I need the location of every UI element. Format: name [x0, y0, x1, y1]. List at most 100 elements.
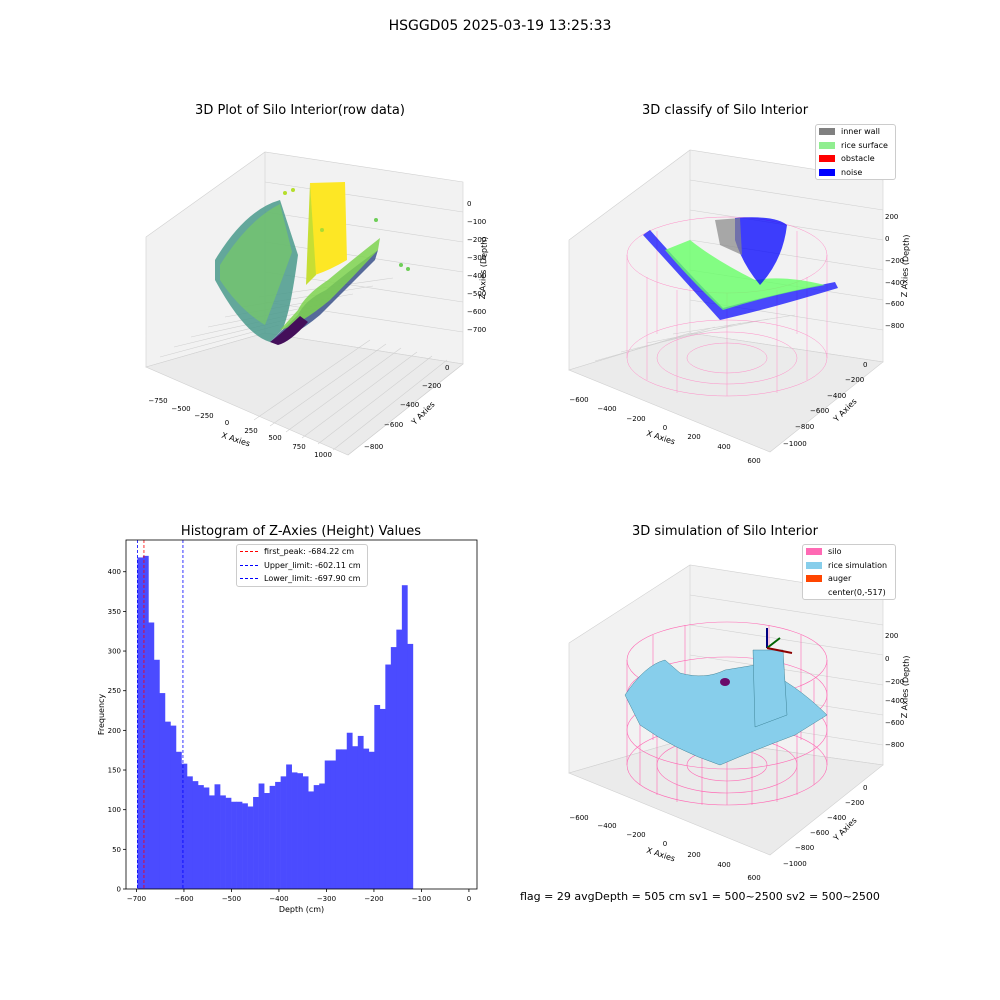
classify-ytick: −1000	[783, 440, 807, 448]
legend-item-center: center(0,-517)	[803, 586, 895, 600]
simulation-rice-surface	[624, 649, 828, 766]
simulation-ztick: 200	[885, 632, 898, 640]
legend-swatch	[806, 561, 822, 569]
simulation-legend: silo rice simulation auger center(0,-517…	[802, 544, 896, 600]
y-tick-label: 200	[108, 727, 121, 735]
classify-ztick: −600	[885, 300, 904, 308]
histogram-bar	[220, 795, 226, 889]
histogram-bar	[137, 557, 144, 889]
legend-item-inner-wall: inner wall	[816, 125, 895, 139]
histogram-bar	[148, 622, 155, 889]
classify-ztick: 0	[885, 235, 889, 243]
simulation-ztick: 0	[885, 655, 889, 663]
classify-ytick: −800	[795, 423, 814, 431]
classify-legend: inner wall rice surface obstacle noise	[815, 124, 896, 180]
classify-ylabel: Y Axies	[831, 397, 859, 425]
histogram-bar	[253, 796, 259, 889]
simulation-xlabel: X Axies	[645, 846, 676, 864]
raw-xtick: 1000	[314, 451, 332, 459]
histogram-bar	[324, 760, 331, 889]
histogram-bar	[357, 735, 364, 889]
status-footer: flag = 29 avgDepth = 505 cm sv1 = 500~25…	[520, 890, 880, 903]
legend-swatch	[819, 155, 835, 163]
raw-zlabel: Z Axies (Depth)	[478, 236, 489, 299]
x-tick-label: −600	[174, 895, 193, 903]
histogram-bar	[258, 783, 265, 889]
classify-xlabel: X Axies	[645, 429, 676, 447]
histogram-bar	[269, 785, 276, 889]
histogram-bar	[247, 806, 254, 889]
classify-xtick: 0	[663, 424, 667, 432]
legend-line	[240, 551, 258, 553]
classify-ztick: 200	[885, 213, 898, 221]
legend-swatch	[806, 589, 822, 596]
raw-xtick: 0	[225, 419, 229, 427]
simulation-zlabel: Z Axies (Depth)	[900, 655, 911, 718]
legend-item-noise: noise	[816, 166, 895, 180]
classify-ytick: 0	[863, 361, 867, 369]
raw-point-cloud	[215, 182, 410, 345]
legend-item-lower-limit: Lower_limit: -697.90 cm	[237, 572, 367, 586]
histogram-bar	[341, 749, 348, 889]
simulation-xtick: −600	[569, 814, 588, 822]
legend-line	[240, 578, 258, 580]
x-tick-label: −100	[412, 895, 431, 903]
x-tick-label: −200	[364, 895, 383, 903]
y-tick-label: 250	[108, 687, 121, 695]
simulation-ztick: −200	[885, 678, 904, 686]
simulation-ztick: −800	[885, 741, 904, 749]
raw-ytick: −800	[364, 443, 383, 451]
raw-ztick: −200	[467, 236, 486, 244]
raw-3d-plot: −750 −500 −250 0 250 500 750 1000 X Axie…	[145, 151, 489, 459]
classify-zlabel: Z Axies (Depth)	[900, 234, 911, 297]
histogram-bar	[236, 801, 243, 889]
histogram-bar	[280, 776, 287, 889]
raw-ztick: 0	[467, 200, 471, 208]
simulation-ytick: 0	[863, 784, 867, 792]
y-tick-label: 150	[108, 767, 121, 775]
simulation-ytick: −1000	[783, 860, 807, 868]
histogram-ylabel: Frequency	[97, 694, 106, 736]
histogram-bar	[209, 795, 215, 889]
legend-item-upper-limit: Upper_limit: -602.11 cm	[237, 559, 367, 573]
histogram-title: Histogram of Z-Axies (Height) Values	[180, 524, 422, 539]
legend-swatch	[819, 128, 835, 136]
classify-ytick: −600	[810, 407, 829, 415]
legend-swatch	[819, 168, 835, 176]
legend-item-first-peak: first_peak: -684.22 cm	[237, 545, 367, 559]
histogram-bar	[231, 801, 237, 889]
histogram-bar	[335, 749, 342, 889]
histogram-bar	[181, 763, 188, 889]
classify-xtick: −400	[597, 405, 616, 413]
histogram-bar	[319, 783, 326, 889]
raw-xtick: 500	[268, 434, 281, 442]
histogram-bar	[313, 785, 320, 889]
simulation-xtick: 400	[717, 861, 730, 869]
classify-xtick: −600	[569, 396, 588, 404]
histogram-bar	[308, 791, 315, 889]
legend-line	[240, 564, 258, 566]
histogram-bar	[346, 732, 353, 889]
simulation-axes-triad	[766, 628, 793, 654]
histogram-reference-lines	[137, 540, 184, 889]
raw-ytick: −200	[422, 382, 441, 390]
histogram-xlabel: Depth (cm)	[279, 905, 324, 914]
raw-xtick: −750	[148, 397, 167, 405]
histogram-bar	[352, 746, 359, 889]
x-tick-label: −700	[127, 895, 146, 903]
histogram-bar	[175, 751, 182, 889]
simulation-xtick: −400	[597, 822, 616, 830]
y-tick-label: 400	[108, 568, 121, 576]
raw-xtick: 750	[292, 443, 305, 451]
histogram-y-ticks: 0 50 100 150 200 250 300 350 400	[108, 568, 126, 894]
classify-xtick: 400	[717, 443, 730, 451]
classify-ztick: −800	[885, 322, 904, 330]
histogram-bar	[275, 781, 281, 889]
histogram-bar	[203, 787, 210, 889]
legend-item-obstacle: obstacle	[816, 152, 895, 166]
simulation-ytick: −800	[795, 844, 814, 852]
legend-item-auger: auger	[803, 572, 895, 586]
figure-suptitle: HSGGD05 2025-03-19 13:25:33	[388, 18, 612, 34]
histogram-bar	[363, 748, 370, 889]
raw-ztick: −600	[467, 308, 486, 316]
